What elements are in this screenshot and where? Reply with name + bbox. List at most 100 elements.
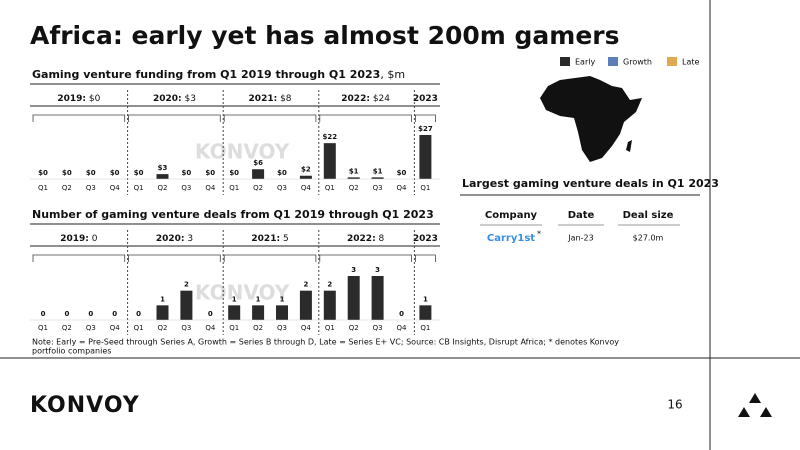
group-label: 2021: 5 [251,234,288,244]
page-number: 16 [667,398,682,412]
group-year: 2019: [57,94,86,104]
note: Note: Early = Pre-Seed through Series A,… [32,338,619,347]
group-year: 2023 [413,234,438,244]
group-year: 2019: [60,234,89,244]
bar [347,177,360,179]
bar [419,305,432,320]
slide-title: Africa: early yet has almost 200m gamers [30,21,620,50]
table-title: Largest gaming venture deals in Q1 2023 [462,177,719,190]
x-tick-label: Q4 [301,184,312,192]
group-year: 2020: [153,94,182,104]
group-bracket [319,114,412,122]
x-tick-label: Q2 [62,324,72,332]
x-tick-label: Q1 [38,324,48,332]
group-label: 2021: $8 [249,94,292,104]
value-label: 2 [327,281,332,289]
group-label: 2019: $0 [57,94,100,104]
group-total: $8 [280,94,292,104]
value-label: 1 [232,295,237,303]
x-tick-label: Q3 [373,324,383,332]
value-label: 3 [375,266,380,274]
value-label: $0 [110,169,120,177]
portfolio-mark: * [537,230,541,239]
x-tick-label: Q4 [397,324,408,332]
x-tick-label: Q1 [38,184,48,192]
bar [299,290,312,320]
cell: $27.0m [633,234,664,243]
group-year: 2020: [156,234,185,244]
x-tick-label: Q1 [134,324,144,332]
group-total: $0 [89,94,101,104]
x-tick-label: Q4 [301,324,312,332]
chart-title-text: Number of gaming venture deals from Q1 2… [32,208,434,221]
x-tick-label: Q3 [86,324,96,332]
value-label: 0 [41,310,46,318]
bar [156,174,169,179]
value-label: $0 [86,169,96,177]
x-tick-label: Q3 [86,184,96,192]
group-total: 3 [187,234,193,244]
group-label: 2023 [413,234,438,244]
table-header: Deal size [623,210,674,221]
group-year: 2022: [347,234,376,244]
x-tick-label: Q1 [229,324,239,332]
company-logo: Carry1st [487,233,535,244]
legend-swatch [608,57,618,66]
x-tick-label: Q3 [181,324,191,332]
chart-title: Gaming venture funding from Q1 2019 thro… [32,68,405,81]
value-label: $0 [182,169,192,177]
value-label: $22 [322,133,337,141]
group-bracket [415,114,436,122]
value-label: $3 [158,164,168,172]
group-bracket [319,254,412,262]
value-label: 0 [399,310,404,318]
bar [323,143,336,179]
x-tick-label: Q1 [420,324,430,332]
value-label: 0 [112,310,117,318]
x-tick-label: Q1 [325,184,335,192]
value-label: $0 [134,169,144,177]
x-tick-label: Q3 [277,184,287,192]
bar [323,290,336,320]
bar [228,305,241,320]
x-tick-label: Q1 [134,184,144,192]
x-tick-label: Q1 [420,184,430,192]
bar [419,135,432,179]
legend-swatch [667,57,677,66]
value-label: 2 [303,281,308,289]
table-header: Company [485,210,538,221]
x-tick-label: Q2 [349,324,359,332]
x-tick-label: Q4 [205,184,216,192]
group-label: 2020: $3 [153,94,196,104]
group-total: $3 [184,94,195,104]
x-tick-label: Q3 [373,184,383,192]
value-label: 0 [64,310,69,318]
x-tick-label: Q2 [349,184,359,192]
x-tick-label: Q4 [397,184,408,192]
value-label: $1 [349,167,359,175]
bar [252,305,265,320]
group-bracket [32,114,126,122]
group-year: 2023 [413,94,438,104]
x-tick-label: Q2 [158,184,168,192]
bar [252,169,265,179]
value-label: 0 [136,310,141,318]
group-total: 5 [283,234,289,244]
group-bracket [128,254,221,262]
group-bracket [32,254,126,262]
group-year: 2021: [251,234,280,244]
group-label: 2019: 0 [60,234,98,244]
bar [347,276,360,320]
legend-swatch [560,57,570,66]
x-tick-label: Q2 [253,184,263,192]
bar [276,305,288,320]
x-tick-label: Q4 [110,184,121,192]
bar [156,305,169,320]
bar [371,177,384,179]
value-label: $0 [62,169,72,177]
group-label: 2022: $24 [341,94,390,104]
group-bracket [223,114,317,122]
konvoy-icon [738,393,772,417]
group-bracket [415,254,436,262]
